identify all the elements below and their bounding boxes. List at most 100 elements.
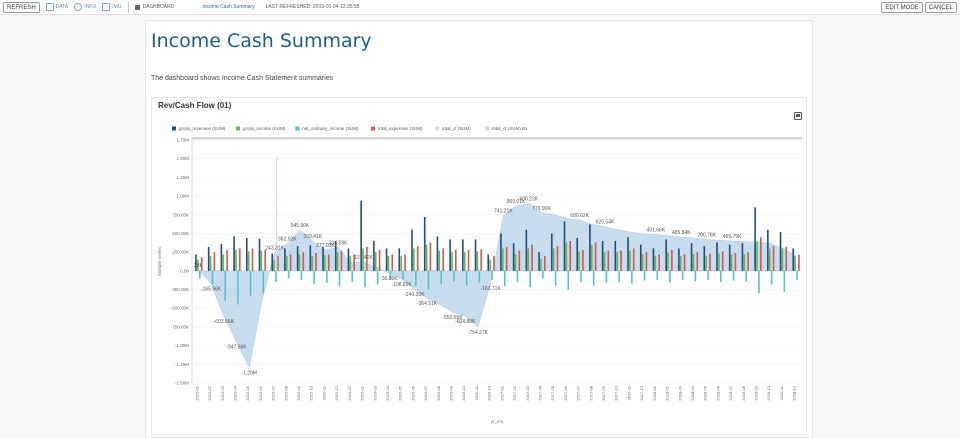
bar	[237, 270, 239, 305]
bar	[705, 255, 707, 271]
bar	[324, 255, 326, 271]
x-tick-label: 2018-07	[728, 385, 733, 400]
bar	[300, 270, 303, 280]
bar	[516, 270, 519, 283]
bar	[455, 249, 457, 271]
bar	[336, 252, 339, 271]
x-tick-label: 2018-09	[754, 385, 759, 400]
x-tick-label: 2018-05	[703, 385, 708, 400]
export-icon[interactable]	[794, 112, 802, 120]
bar	[195, 254, 197, 271]
bar	[730, 254, 733, 271]
refresh-button[interactable]: REFRESH	[3, 1, 40, 13]
series-area-total-cf	[198, 203, 796, 369]
bar	[665, 239, 667, 271]
bar	[326, 270, 328, 283]
bar	[262, 270, 265, 294]
y-tick-label: 1.25M	[176, 175, 189, 180]
bar	[578, 251, 580, 271]
x-tick-label: 2017-01	[499, 385, 504, 400]
bar	[220, 243, 223, 271]
bar	[238, 248, 241, 271]
page-title: Income Cash Summary	[151, 30, 372, 52]
y-tick-label: 1.00M	[176, 194, 189, 199]
bar	[679, 255, 682, 271]
bar	[792, 248, 795, 271]
bar	[641, 254, 644, 271]
bar	[785, 246, 788, 271]
data-label: 469.79K	[723, 234, 742, 240]
y-tick-label: -1.00M	[175, 343, 189, 348]
bar	[327, 254, 330, 271]
bar	[209, 255, 212, 271]
bar	[487, 254, 490, 271]
x-tick-label: 2015-11	[321, 385, 326, 400]
bar	[601, 240, 604, 271]
bar	[271, 253, 274, 271]
data-label: 243.31K	[265, 246, 284, 252]
y-tick-label: 500.00K	[172, 231, 189, 236]
legend-swatch	[435, 126, 440, 131]
bar	[376, 270, 379, 285]
bar	[567, 270, 570, 290]
bar	[632, 248, 635, 271]
toolbar-divider	[127, 1, 129, 13]
dashboard-panel: Income Cash Summary The dashboard shows …	[145, 20, 813, 438]
legend-label: net_ordinary_income (SUM)	[302, 126, 359, 131]
bar	[200, 257, 203, 271]
cancel-button[interactable]: CANCEL	[924, 2, 957, 13]
bar	[502, 248, 504, 271]
bar	[643, 270, 646, 281]
bar	[489, 259, 491, 271]
breadcrumb: DASHBOARD Income Cash Summary LAST REFRE…	[134, 4, 359, 10]
bar	[351, 270, 354, 283]
edit-mode-button[interactable]: EDIT MODE	[881, 2, 923, 13]
bar	[476, 251, 479, 271]
bar	[550, 233, 553, 271]
bar	[620, 250, 622, 271]
x-tick-label: 2016-10	[461, 385, 466, 400]
x-tick-label: 2015-05	[245, 385, 250, 400]
y-tick-label: 1.50M	[176, 156, 189, 161]
bar	[591, 244, 593, 271]
data-label: 28K	[194, 263, 204, 269]
bar	[721, 251, 724, 271]
bar	[518, 250, 521, 271]
data-label: 741.21K	[494, 208, 513, 214]
data-button[interactable]: DATA	[45, 3, 68, 11]
x-tick-label: 2017-02	[512, 385, 517, 400]
bar	[538, 252, 540, 271]
bar	[273, 259, 275, 271]
top-toolbar: REFRESH DATA INFO IMG DASHBOARD Income C…	[0, 0, 960, 15]
bar	[425, 244, 428, 271]
x-tick-label: 2017-06	[563, 385, 568, 400]
bar	[770, 270, 773, 285]
bar	[478, 270, 481, 283]
img-button[interactable]: IMG	[102, 3, 122, 11]
data-label: 545.90K	[291, 223, 310, 229]
bar	[442, 248, 444, 271]
x-tick-label: 2015-12	[334, 385, 339, 400]
bar	[796, 270, 798, 280]
legend-label: gross_revenues (SUM)	[179, 126, 226, 131]
x-tick-label: 2015-03	[220, 385, 225, 400]
info-button[interactable]: INFO	[74, 3, 96, 11]
bar	[563, 221, 566, 271]
bar	[514, 254, 517, 271]
bar	[627, 237, 629, 271]
y-tick-label: 1.75M	[176, 138, 189, 143]
x-tick-label: 2016-02	[360, 385, 365, 400]
x-tick-label: 2016-11	[474, 385, 479, 400]
x-tick-label: 2017-07	[576, 385, 581, 400]
zoom-scrollbar	[192, 137, 802, 140]
legend-swatch	[172, 126, 176, 131]
bar	[716, 242, 718, 271]
breadcrumb-dashboard[interactable]: DASHBOARD	[142, 4, 175, 10]
data-label: -30.89K	[380, 276, 398, 282]
x-tick-label: 2018-08	[741, 385, 746, 400]
data-label: 399.41K	[303, 234, 322, 240]
data-label: -604.88K	[455, 319, 476, 325]
bar	[703, 246, 706, 271]
chart-svg: gross_revenues (SUM) gross_income (SUM) ne…	[157, 126, 802, 424]
bar	[373, 240, 375, 271]
